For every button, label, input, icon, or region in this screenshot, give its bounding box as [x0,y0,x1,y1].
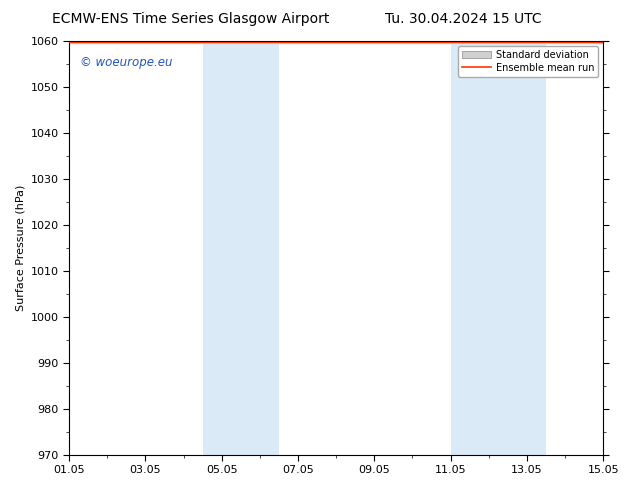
Bar [451,41,546,455]
Legend: Standard deviation, Ensemble mean run: Standard deviation, Ensemble mean run [458,46,598,76]
Text: ECMW-ENS Time Series Glasgow Airport: ECMW-ENS Time Series Glasgow Airport [51,12,329,26]
Text: © woeurope.eu: © woeurope.eu [80,55,172,69]
Y-axis label: Surface Pressure (hPa): Surface Pressure (hPa) [15,185,25,311]
Bar [203,41,279,455]
Text: Tu. 30.04.2024 15 UTC: Tu. 30.04.2024 15 UTC [384,12,541,26]
